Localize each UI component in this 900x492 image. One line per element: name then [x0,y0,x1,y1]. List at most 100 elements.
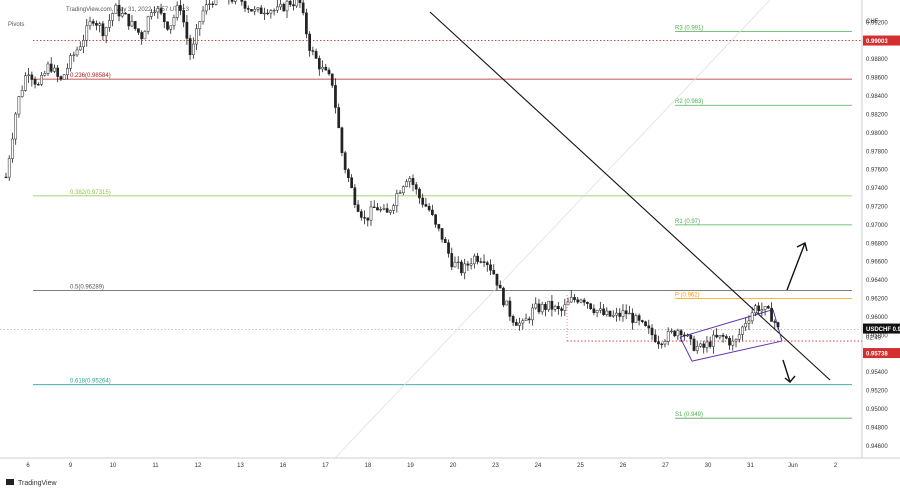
candle-body [702,343,706,348]
candle-body [485,262,489,265]
candle-body [476,255,479,262]
candle-body [395,193,399,206]
candle-body [130,21,134,27]
candle-body [321,66,324,70]
candle-body [36,84,40,86]
candle-body [566,301,570,306]
candle-body [460,261,463,274]
y-tick-label: 0.95400 [866,370,888,376]
bearish-arrow [782,359,791,383]
currency-label: CHF [866,19,879,25]
candle-body [204,4,208,12]
candle-body [240,0,244,2]
candle-body [734,339,738,342]
candle-body [137,28,140,33]
support-price-tag: 0.95738 [866,352,888,358]
candle-body [43,73,47,76]
candle-body [515,322,518,326]
candle-body [715,334,718,338]
candle-body [308,33,311,51]
candle-body [650,327,654,336]
tradingview-logo: TradingView [6,479,57,487]
descending-trendline [429,11,831,381]
price-axis[interactable]: 0.99200 0.98800 0.98600 0.98400 0.98200 0.980… [866,20,888,449]
candle-body [763,306,767,310]
candle-body [7,158,11,178]
y-tick-label: 0.98000 [866,131,888,137]
candle-body [721,335,725,337]
x-tick-label: 6 [26,463,30,469]
diagonal-reference-line [334,0,771,459]
candle-body [434,214,437,225]
candle-body [188,38,192,55]
pivot-level-label: R1 (0.97) [675,219,700,225]
candle-body [314,51,318,59]
candle-body [120,12,124,17]
candle-body [153,11,156,14]
candle-body [324,66,328,71]
candle-body [111,13,114,21]
candle-body [334,85,337,108]
candle-body [275,6,279,11]
candle-body [450,253,454,268]
candle-body [560,308,563,311]
time-axis[interactable]: 6 9 10 11 12 13 16 17 18 19 20 23 24 25 26 27 30 31 Jun 2 [26,463,838,469]
fib-level-label: 0.382(0.97315) [70,190,111,196]
candle-body [185,21,189,39]
candle-body [17,96,21,115]
candle-body [133,21,137,29]
candle-body [644,321,647,327]
plot-area[interactable] [0,0,862,458]
candle-body [392,205,395,211]
y-tick-label: 0.98800 [866,57,888,63]
candle-body [582,299,586,303]
candle-body [569,297,573,303]
candle-body [169,25,173,30]
y-tick-label: 0.95000 [866,407,888,413]
candle-body [479,261,483,263]
fib-level-label: 0.618(0.95264) [70,379,111,385]
candle-body [770,307,773,322]
candle-body [663,341,667,345]
candle-body [624,310,628,315]
candle-body [489,264,492,271]
candle-body [463,263,467,274]
candle-body [712,334,715,347]
candle-body [282,3,286,12]
candle-body [66,68,69,76]
candle-body [692,338,696,351]
candle-body [317,58,321,70]
candle-body [679,330,683,336]
candle-body [379,209,383,211]
candle-body [521,320,525,324]
candle-body [424,204,428,207]
x-tick-label: 10 [110,463,117,469]
candle-body [253,9,257,12]
candle-body [305,12,308,35]
candle-body [59,76,63,80]
candle-body [56,67,60,77]
y-tick-label: 0.98600 [866,76,888,82]
candle-body [418,188,421,199]
candle-body [579,299,583,303]
x-tick-label: 27 [662,463,669,469]
candle-body [598,308,602,311]
price-tags: 0.99003 USDCHF 0.95863 02:49 0.95738 [863,35,900,359]
candle-body [427,206,431,211]
x-tick-label: 13 [237,463,244,469]
candle-body [182,10,186,23]
candle-body [369,206,373,221]
candle-body [127,13,131,27]
x-tick-label: 11 [152,463,159,469]
candle-body [421,197,425,205]
candle-body [608,310,612,317]
candle-body [104,27,108,37]
candle-body [615,312,618,316]
candle-body [353,187,357,205]
resistance-price-tag-bg [863,35,900,46]
x-tick-label: 20 [450,463,457,469]
candle-body [469,263,473,266]
y-tick-label: 0.98400 [866,94,888,100]
candle-body [288,0,292,5]
